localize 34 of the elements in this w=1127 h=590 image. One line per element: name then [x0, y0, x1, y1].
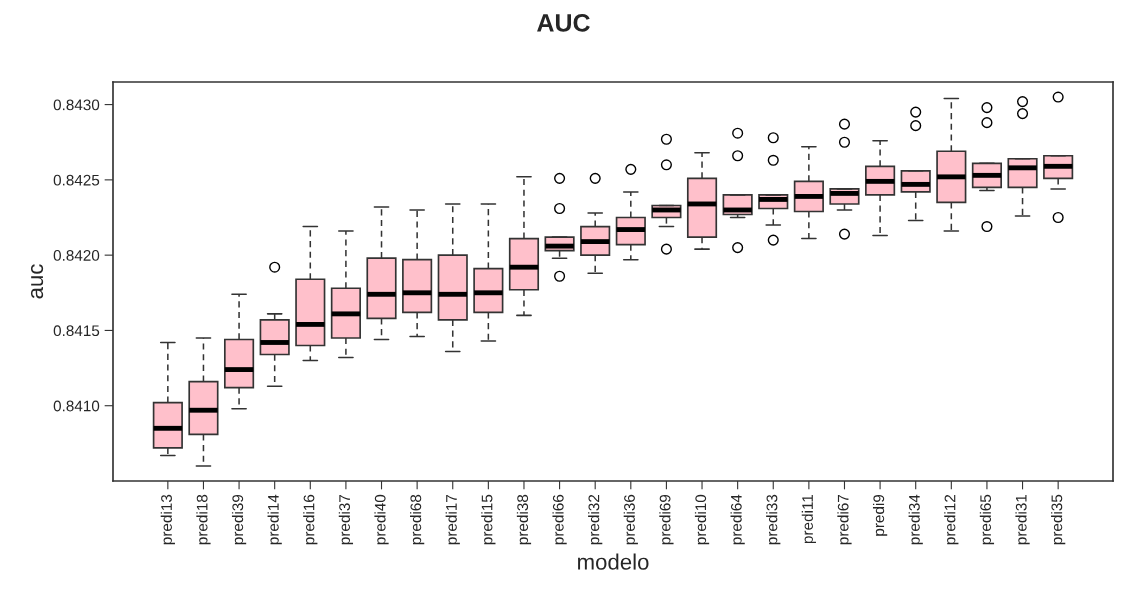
- x-tick-label: predi13: [160, 494, 175, 545]
- x-tick-label: predi31: [1015, 494, 1030, 545]
- y-tick-label: 0.8425: [53, 174, 100, 186]
- x-tick-label: predi33: [766, 494, 781, 545]
- x-tick-label: predi38: [516, 494, 532, 545]
- chart-title: AUC: [537, 14, 590, 32]
- x-tick-label: predi12: [944, 494, 959, 545]
- x-tick-label: predi9: [872, 494, 888, 536]
- x-tick-label: predi68: [410, 494, 425, 545]
- x-tick-label: predi37: [338, 494, 354, 545]
- x-tick-label: predi14: [267, 494, 282, 545]
- x-tick-label: predi15: [481, 494, 496, 545]
- x-tick-label: predi34: [908, 494, 923, 545]
- x-tick-label: predi35: [1051, 494, 1066, 545]
- y-tick-label: 0.8430: [53, 99, 100, 111]
- x-tick-label: predi10: [694, 494, 710, 545]
- y-tick-label: 0.8415: [53, 325, 100, 337]
- x-tick-label: predi69: [659, 494, 674, 545]
- x-tick-label: predi11: [801, 494, 816, 544]
- y-tick-label: 0.8410: [53, 400, 100, 412]
- x-tick-label: predi16: [303, 494, 318, 545]
- x-tick-label: predi39: [231, 494, 247, 545]
- x-tick-label: predi40: [374, 494, 389, 545]
- x-axis-title: modelo: [578, 553, 649, 570]
- x-tick-label: predi64: [730, 494, 745, 545]
- x-tick-label: predi66: [552, 494, 567, 545]
- x-tick-label: predi65: [979, 494, 995, 545]
- x-tick-label: predi18: [196, 494, 211, 545]
- y-tick-label: 0.8420: [53, 250, 100, 261]
- x-tick-label: predi32: [588, 494, 603, 545]
- x-tick-label: predi36: [623, 494, 638, 545]
- x-tick-label: predi17: [445, 494, 460, 545]
- x-tick-label: predi67: [837, 494, 852, 545]
- y-axis-title: auc: [30, 264, 44, 299]
